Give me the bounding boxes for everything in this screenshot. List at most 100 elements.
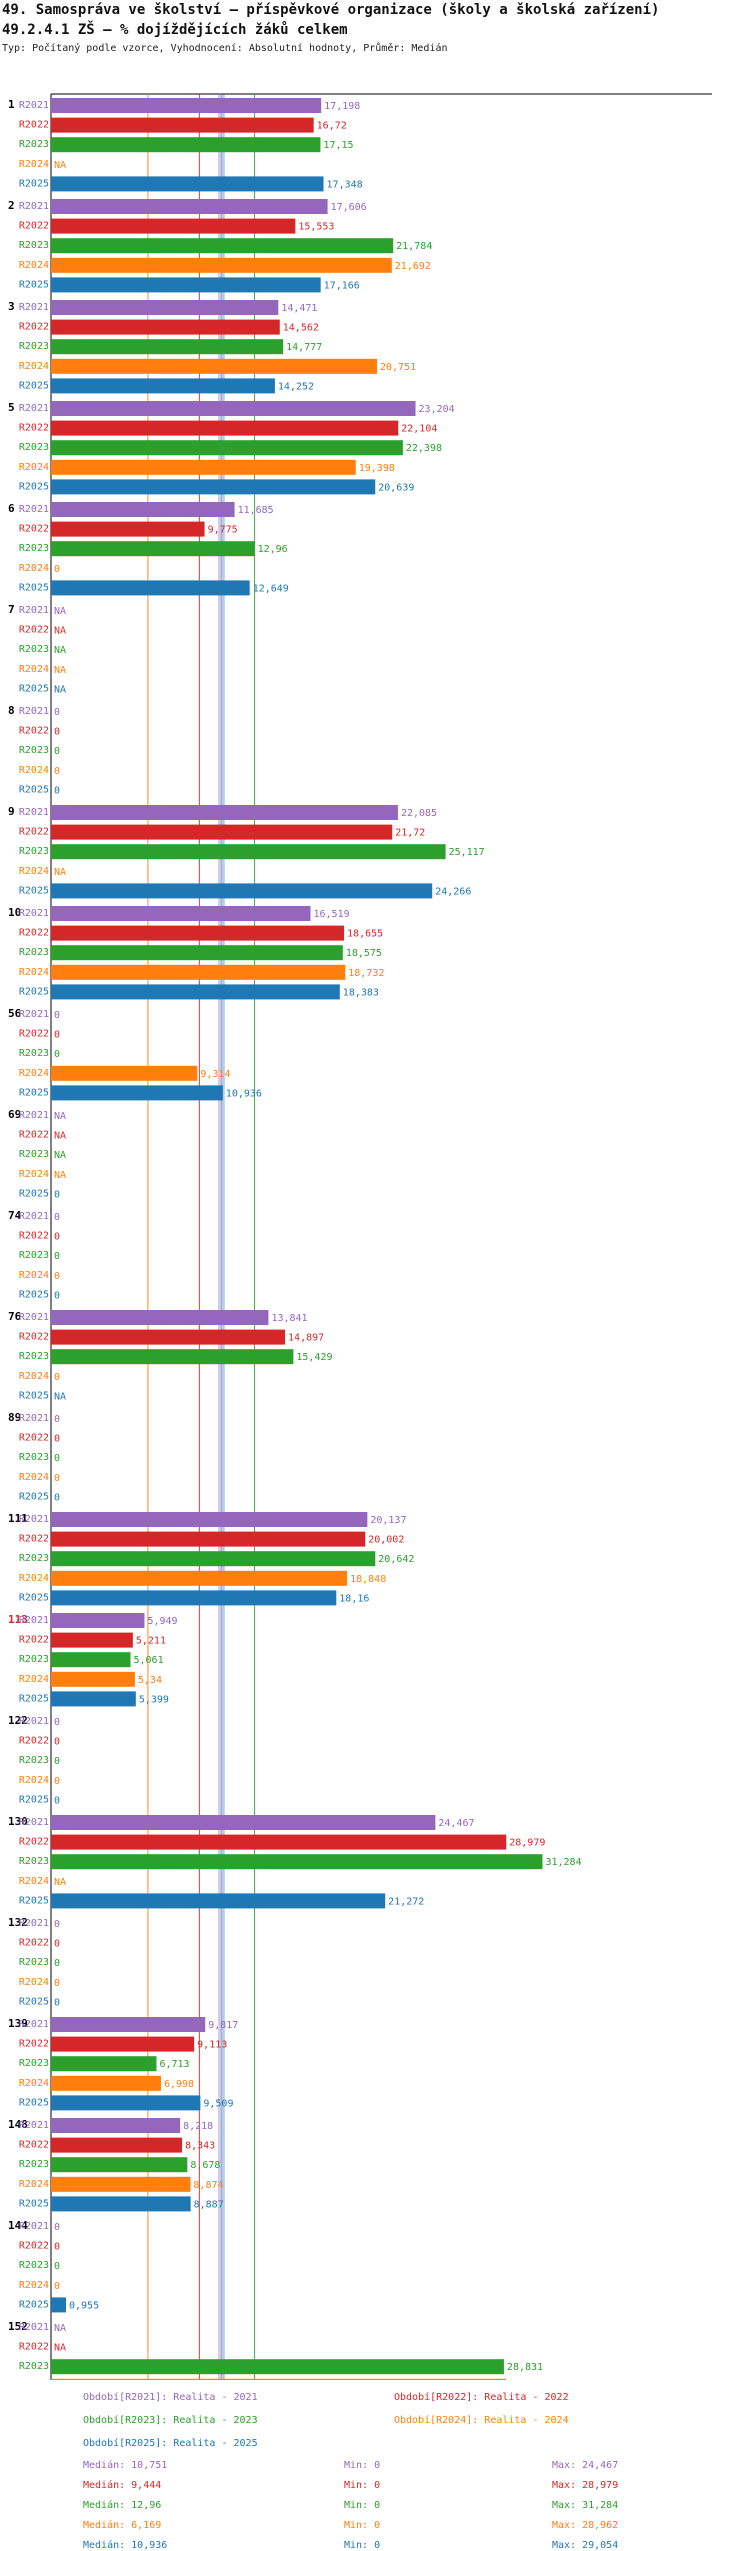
series-label: R2021 bbox=[19, 504, 49, 515]
data-label: 24,266 bbox=[435, 886, 471, 897]
series-label: R2024 bbox=[19, 1573, 49, 1584]
bar bbox=[51, 945, 343, 961]
series-label: R2025 bbox=[19, 1895, 49, 1906]
stat-max: Max: 28,962 bbox=[552, 2520, 619, 2531]
bar bbox=[51, 1854, 543, 1870]
bar bbox=[51, 2157, 188, 2173]
series-label: R2025 bbox=[19, 2299, 49, 2310]
data-label: NA bbox=[54, 2343, 66, 2354]
series-label: R2023 bbox=[19, 2361, 49, 2372]
data-label: 28,831 bbox=[507, 2362, 543, 2373]
series-label: R2021 bbox=[19, 2019, 49, 2030]
data-label: 5,399 bbox=[139, 1694, 169, 1705]
series-label: R2024 bbox=[19, 1775, 49, 1786]
series-label: R2021 bbox=[19, 2221, 49, 2232]
data-label: 8,887 bbox=[194, 2199, 224, 2210]
series-label: R2023 bbox=[19, 1755, 49, 1766]
bar bbox=[51, 1613, 145, 1628]
series-label: R2022 bbox=[19, 1534, 49, 1545]
series-label: R2022 bbox=[19, 322, 49, 333]
series-label: R2024 bbox=[19, 361, 49, 372]
series-label: R2023 bbox=[19, 1957, 49, 1968]
bar bbox=[51, 459, 356, 475]
stat-min: Min: 0 bbox=[344, 2480, 381, 2491]
series-label: R2024 bbox=[19, 1876, 49, 1887]
series-label: R2021 bbox=[19, 908, 49, 919]
series-label: R2025 bbox=[19, 1087, 49, 1098]
data-label: 0 bbox=[54, 1372, 60, 1383]
series-label: R2024 bbox=[19, 462, 49, 473]
series-label: R2021 bbox=[19, 1817, 49, 1828]
data-label: NA bbox=[54, 2323, 66, 2334]
legend-entry: Období[R2024]: Realita - 2024 bbox=[394, 2415, 569, 2426]
series-label: R2024 bbox=[19, 2280, 49, 2291]
data-label: 0 bbox=[54, 766, 60, 777]
bar bbox=[51, 2137, 183, 2153]
data-label: 9,113 bbox=[197, 2040, 227, 2051]
data-label: 14,471 bbox=[281, 303, 317, 314]
stat-min: Min: 0 bbox=[344, 2460, 381, 2471]
series-label: R2022 bbox=[19, 1029, 49, 1040]
legend-entry: Období[R2021]: Realita - 2021 bbox=[83, 2392, 258, 2403]
data-label: 0 bbox=[54, 1756, 60, 1767]
stat-max: Max: 24,467 bbox=[552, 2460, 619, 2471]
bar bbox=[51, 502, 235, 517]
bar bbox=[51, 1551, 376, 1567]
data-label: 0 bbox=[54, 1453, 60, 1464]
data-label: 18,575 bbox=[346, 948, 382, 959]
bar bbox=[51, 420, 399, 436]
series-label: R2023 bbox=[19, 1250, 49, 1261]
series-label: R2024 bbox=[19, 1674, 49, 1685]
bar bbox=[51, 339, 284, 355]
series-label: R2022 bbox=[19, 221, 49, 232]
bar bbox=[51, 805, 398, 820]
series-label: R2023 bbox=[19, 1452, 49, 1463]
bar bbox=[51, 2196, 191, 2212]
data-label: NA bbox=[54, 606, 66, 617]
bar bbox=[51, 2176, 191, 2192]
bar bbox=[51, 1632, 133, 1648]
series-label: R2022 bbox=[19, 2140, 49, 2151]
data-label: 17,606 bbox=[331, 202, 367, 213]
series-label: R2021 bbox=[19, 605, 49, 616]
series-label: R2023 bbox=[19, 846, 49, 857]
data-label: 8,218 bbox=[183, 2121, 213, 2132]
stat-median: Medián: 6,169 bbox=[83, 2520, 162, 2531]
series-label: R2023 bbox=[19, 240, 49, 251]
group-label: 56 bbox=[8, 1007, 22, 1020]
group-label: 3 bbox=[8, 300, 15, 313]
series-label: R2021 bbox=[19, 1413, 49, 1424]
bar bbox=[51, 1590, 337, 1606]
data-label: 5,949 bbox=[147, 1616, 177, 1627]
series-label: R2021 bbox=[19, 302, 49, 313]
stat-min: Min: 0 bbox=[344, 2500, 381, 2511]
data-label: 22,398 bbox=[406, 443, 442, 454]
series-label: R2022 bbox=[19, 1231, 49, 1242]
bar bbox=[51, 1065, 198, 1081]
data-label: 16,72 bbox=[317, 121, 347, 132]
bar bbox=[51, 199, 328, 214]
series-label: R2022 bbox=[19, 1433, 49, 1444]
data-label: 0 bbox=[54, 564, 60, 575]
bar bbox=[51, 1512, 368, 1527]
series-label: R2023 bbox=[19, 745, 49, 756]
data-label: 19,398 bbox=[359, 463, 395, 474]
group-label: 152 bbox=[8, 2320, 28, 2333]
data-label: 18,383 bbox=[343, 987, 379, 998]
group-label: 113 bbox=[8, 1613, 28, 1626]
data-label: NA bbox=[54, 1877, 66, 1888]
data-label: 18,848 bbox=[350, 1574, 386, 1585]
data-label: 0 bbox=[54, 1212, 60, 1223]
data-label: 0 bbox=[54, 1010, 60, 1021]
data-label: 0 bbox=[54, 1492, 60, 1503]
series-label: R2025 bbox=[19, 1996, 49, 2007]
group-label: 148 bbox=[8, 2118, 28, 2131]
series-label: R2022 bbox=[19, 625, 49, 636]
data-label: 17,166 bbox=[324, 280, 360, 291]
bar bbox=[51, 1329, 286, 1345]
series-label: R2025 bbox=[19, 1693, 49, 1704]
bar bbox=[51, 2359, 504, 2375]
series-label: R2021 bbox=[19, 2322, 49, 2333]
data-label: 17,15 bbox=[323, 140, 353, 151]
bar bbox=[51, 883, 433, 899]
